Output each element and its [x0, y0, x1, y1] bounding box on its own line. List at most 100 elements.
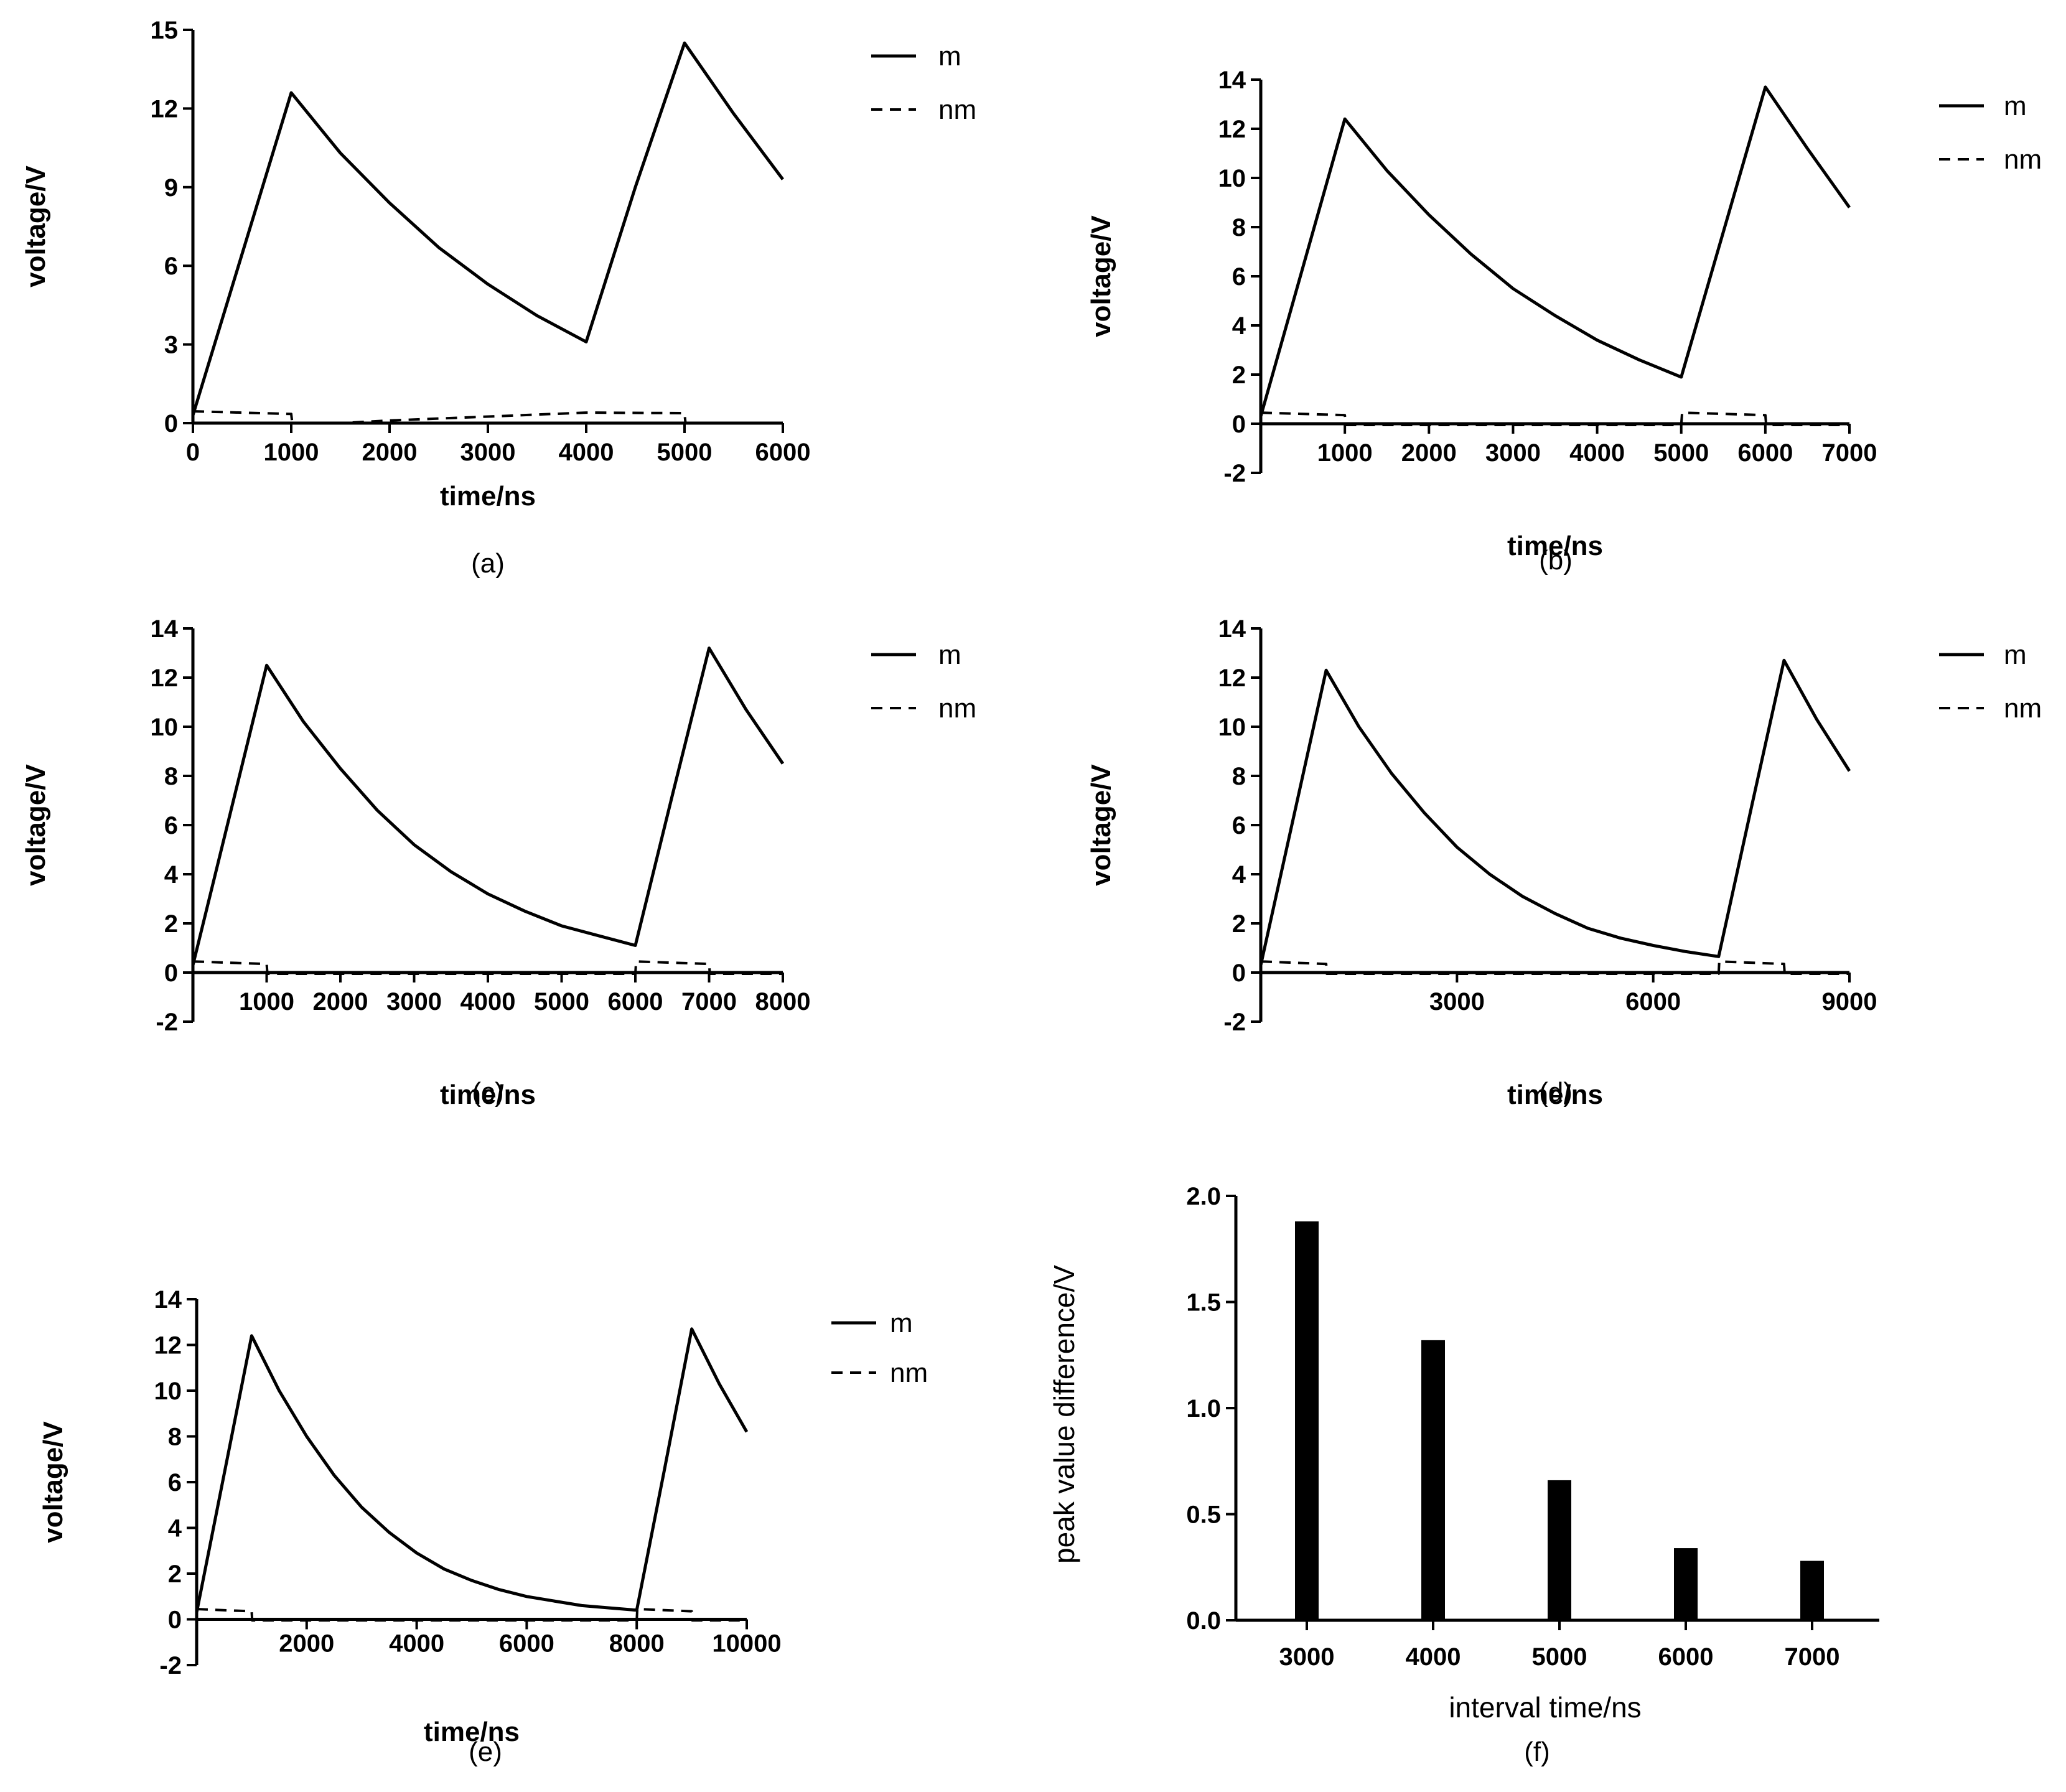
x-tick-label: 4000 [389, 1630, 444, 1658]
x-tick-label: 4000 [460, 988, 516, 1015]
series-line-nm [192, 410, 783, 424]
y-tick-label: 0 [168, 1607, 182, 1634]
x-tick-label: 3000 [1429, 988, 1485, 1015]
x-tick-label: 10000 [712, 1630, 781, 1658]
y-tick-label: 10 [151, 714, 179, 741]
x-tick-label: 0 [186, 439, 200, 466]
bar-7000 [1800, 1561, 1824, 1620]
y-tick-label: 6 [164, 253, 178, 280]
y-tick-label: 12 [154, 1332, 182, 1360]
panel-caption: (d) [1539, 1077, 1573, 1108]
series-line-nm [196, 1608, 747, 1622]
y-tick-label: 12 [1218, 116, 1246, 143]
chart-panel-c: -2 0 2 4 6 8 10 12 14 1000 2000 3000 4000 5000 6000 700… [21, 615, 976, 1110]
y-tick-label: 14 [151, 615, 179, 643]
y-tick-label: 4 [1232, 861, 1246, 889]
y-tick-label: 2 [164, 910, 178, 938]
chart-panel-f: 0.0 0.5 1.0 1.5 2.0 3000 4000 5000 6000 7000 inter… [1048, 1183, 1879, 1767]
x-tick-label: 2000 [362, 439, 418, 466]
series-line-nm [1260, 960, 1849, 975]
legend: m nm [871, 41, 976, 125]
panel-caption: (a) [471, 548, 505, 579]
y-axis-label: voltage/V [38, 1421, 68, 1543]
bar-5000 [1548, 1480, 1571, 1620]
y-tick-label: 10 [1218, 714, 1246, 741]
series-line-nm [1260, 411, 1849, 426]
legend-label-nm: nm [2004, 144, 2042, 175]
y-tick-label: 10 [1218, 165, 1246, 192]
x-tick-label: 1000 [1317, 439, 1373, 467]
y-tick-label: 14 [1218, 67, 1246, 94]
panel-caption: (b) [1539, 545, 1573, 576]
panel-caption: (f) [1524, 1737, 1550, 1767]
y-tick-label: 8 [1232, 763, 1246, 790]
legend-label-m: m [2004, 640, 2027, 670]
x-tick-label: 2000 [1401, 439, 1457, 467]
y-tick-label: 4 [164, 861, 179, 889]
x-axis-label: time/ns [440, 1080, 536, 1110]
x-tick-label: 3000 [1485, 439, 1541, 467]
series-line-nm [192, 960, 783, 975]
y-axis-label: voltage/V [1086, 215, 1116, 337]
x-tick-label: 6000 [1737, 439, 1793, 467]
y-tick-label: 8 [1232, 214, 1246, 241]
bar-3000 [1295, 1221, 1319, 1620]
series-line-m [195, 1327, 749, 1613]
bar-4000 [1421, 1340, 1445, 1620]
x-tick-label: 2000 [313, 988, 368, 1015]
x-tick-label: 7000 [1822, 439, 1877, 467]
x-tick-label: 4000 [559, 439, 614, 466]
chart-panel-d: -2 0 2 4 6 8 10 12 14 3000 6000 9000 time/ns voltage/… [1086, 615, 2042, 1110]
legend: m nm [1939, 640, 2042, 724]
y-tick-label: 12 [151, 665, 179, 692]
legend-label-m: m [2004, 91, 2027, 121]
y-axis-label: peak value difference/V [1048, 1265, 1080, 1564]
y-tick-label: 6 [1232, 812, 1246, 839]
x-tick-label: 5000 [1532, 1643, 1587, 1671]
x-tick-label: 4000 [1406, 1643, 1461, 1671]
x-tick-label: 9000 [1822, 988, 1877, 1015]
y-tick-label: 0.5 [1186, 1501, 1221, 1529]
legend-label-nm: nm [2004, 693, 2042, 724]
y-tick-label: 14 [1218, 615, 1246, 643]
y-tick-label: 1.5 [1186, 1289, 1221, 1317]
x-tick-label: 3000 [1279, 1643, 1335, 1671]
legend-label-nm: nm [890, 1358, 928, 1388]
x-tick-label: 1000 [264, 439, 319, 466]
legend-label-nm: nm [938, 95, 976, 125]
x-tick-label: 8000 [609, 1630, 665, 1658]
y-tick-label: 4 [168, 1515, 182, 1542]
y-tick-label: 2 [1232, 362, 1246, 389]
series-line-m [191, 646, 785, 966]
y-axis-label: voltage/V [21, 764, 51, 886]
y-tick-label: 14 [154, 1286, 182, 1314]
x-tick-label: 2000 [279, 1630, 334, 1658]
y-tick-label: 0 [164, 959, 178, 987]
x-tick-label: 7000 [681, 988, 737, 1015]
x-axis-label: time/ns [1507, 531, 1603, 561]
bar-6000 [1674, 1548, 1698, 1620]
y-tick-label: 9 [164, 174, 178, 202]
legend-label-m: m [938, 640, 961, 670]
panel-caption: (c) [472, 1077, 503, 1108]
x-axis-label: interval time/ns [1449, 1691, 1641, 1724]
legend-label-m: m [938, 41, 961, 72]
x-tick-label: 5000 [657, 439, 713, 466]
y-tick-label: 8 [164, 763, 178, 790]
x-tick-label: 8000 [755, 988, 811, 1015]
chart-panel-a: 0 3 6 9 12 15 0 1000 2000 3000 4000 5000 6000 time/ns… [21, 17, 976, 579]
legend: m nm [831, 1308, 928, 1388]
y-axis-label: voltage/V [1086, 764, 1116, 886]
y-tick-label: 0 [164, 410, 178, 437]
x-tick-label: 3000 [460, 439, 516, 466]
y-tick-label: 12 [1218, 665, 1246, 692]
x-axis-label: time/ns [424, 1717, 520, 1747]
x-tick-label: 6000 [1658, 1643, 1714, 1671]
y-tick-label: 6 [164, 812, 178, 839]
x-tick-label: 1000 [239, 988, 294, 1015]
y-tick-label: 10 [154, 1378, 182, 1405]
y-tick-label: 4 [1232, 312, 1246, 340]
y-tick-label: 2 [1232, 910, 1246, 938]
y-tick-label: 15 [151, 17, 179, 44]
y-tick-label: 0 [1232, 411, 1246, 438]
